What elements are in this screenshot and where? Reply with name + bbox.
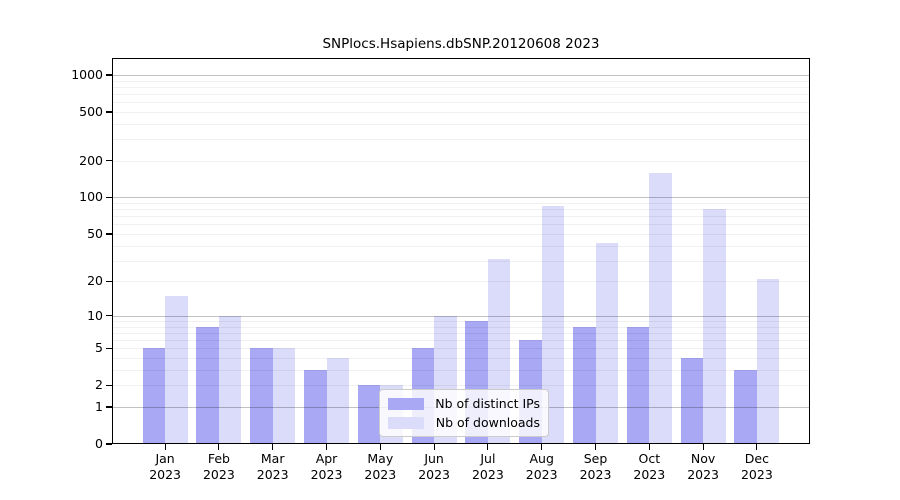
bar-distinct-ips (680, 358, 704, 444)
x-tick-label: Dec 2023 (740, 451, 773, 482)
x-tick-mark (702, 444, 704, 450)
x-tick-label: Oct 2023 (633, 451, 666, 482)
gridline-minor (112, 93, 810, 95)
x-tick-mark (164, 444, 166, 450)
x-tick-mark (433, 444, 435, 450)
bar-distinct-ips (357, 385, 381, 444)
gridline-minor (112, 139, 810, 141)
gridline-minor (112, 160, 810, 162)
bar-distinct-ips (573, 326, 596, 444)
gridline-minor (112, 123, 810, 125)
y-tick-mark (106, 111, 112, 113)
x-tick-mark (487, 444, 489, 450)
x-tick-mark (218, 444, 220, 450)
gridline-minor (112, 111, 810, 113)
y-tick-label: 1 (95, 398, 103, 414)
x-tick-label: Feb 2023 (202, 451, 235, 482)
x-tick-label: Apr 2023 (310, 451, 343, 482)
y-tick-label: 0 (95, 436, 103, 451)
y-tick-label: 200 (79, 152, 103, 168)
legend-swatch-downloads (388, 416, 424, 429)
x-tick-label: Sep 2023 (579, 451, 612, 482)
y-tick-label: 20 (87, 273, 103, 289)
bar-distinct-ips (734, 369, 757, 444)
legend-label-distinct-ips: Nb of distinct IPs (435, 396, 540, 411)
x-tick-label: Aug 2023 (525, 451, 558, 482)
y-tick-label: 2 (95, 377, 103, 393)
chart-title: SNPlocs.Hsapiens.dbSNP.20120608 2023 (322, 36, 600, 52)
x-tick-label: Mar 2023 (256, 451, 289, 482)
bar-downloads (649, 172, 672, 444)
bar-downloads (272, 348, 296, 444)
x-tick-mark (541, 444, 543, 450)
gridline-minor (112, 86, 810, 88)
y-tick-mark (106, 347, 112, 349)
y-tick-label: 100 (79, 189, 103, 205)
bar-distinct-ips (304, 369, 327, 444)
gridline-minor (112, 102, 810, 104)
y-tick-mark (106, 443, 112, 445)
gridline-minor (112, 80, 810, 82)
legend-row-distinct-ips: Nb of distinct IPs (388, 396, 540, 411)
x-tick-label: May 2023 (364, 451, 397, 482)
y-tick-mark (106, 280, 112, 282)
x-tick-mark (648, 444, 650, 450)
bar-downloads (541, 206, 565, 444)
bar-distinct-ips (196, 326, 219, 444)
bar-downloads (595, 243, 618, 444)
y-tick-label: 5 (95, 340, 103, 356)
y-tick-label: 50 (87, 225, 103, 241)
y-tick-mark (106, 160, 112, 162)
x-tick-label: Jul 2023 (471, 451, 504, 482)
x-tick-mark (325, 444, 328, 450)
bar-distinct-ips (626, 326, 650, 444)
bar-downloads (756, 278, 780, 444)
y-tick-mark (106, 74, 112, 76)
x-tick-label: Nov 2023 (687, 451, 719, 482)
y-tick-mark (106, 406, 112, 408)
legend-label-downloads: Nb of downloads (435, 415, 540, 430)
x-tick-mark (594, 444, 597, 450)
y-tick-label: 1000 (71, 66, 103, 82)
y-tick-label: 10 (87, 307, 103, 323)
y-tick-mark (106, 233, 112, 235)
bar-distinct-ips (250, 348, 273, 444)
y-tick-label: 500 (79, 103, 103, 119)
gridline-major (112, 197, 810, 199)
x-tick-mark (272, 444, 274, 450)
bar-downloads (703, 209, 726, 444)
bar-downloads (165, 295, 188, 444)
y-tick-mark (106, 315, 112, 317)
y-tick-mark (106, 384, 112, 386)
bar-distinct-ips (142, 348, 166, 444)
plot-area: Nb of distinct IPs Nb of downloads (112, 58, 810, 444)
legend-swatch-distinct-ips (388, 397, 424, 410)
x-tick-label: Jan 2023 (149, 451, 181, 482)
x-tick-mark (756, 444, 758, 450)
bar-downloads (218, 315, 242, 444)
x-tick-label: Jun 2023 (418, 451, 450, 482)
bar-downloads (326, 358, 349, 444)
x-tick-mark (379, 444, 381, 450)
y-tick-mark (106, 196, 112, 199)
legend-row-downloads: Nb of downloads (388, 415, 540, 430)
legend: Nb of distinct IPs Nb of downloads (379, 389, 549, 437)
gridline-minor (112, 203, 810, 205)
gridline-major (112, 74, 810, 76)
